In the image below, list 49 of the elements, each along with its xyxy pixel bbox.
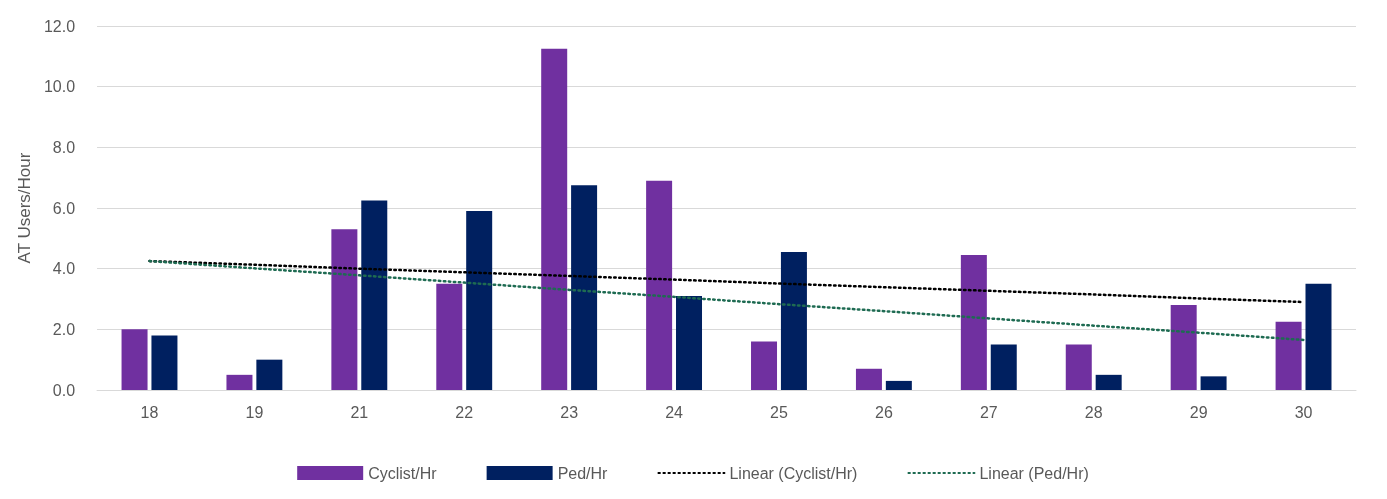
bar xyxy=(226,374,253,390)
bar xyxy=(751,341,778,390)
bar xyxy=(541,48,568,390)
x-tick-label: 18 xyxy=(140,403,159,421)
bar xyxy=(256,359,283,390)
bar xyxy=(855,368,882,390)
legend-label: Linear (Cyclist/Hr) xyxy=(729,464,858,482)
bar xyxy=(1095,374,1122,390)
bar xyxy=(990,344,1017,390)
y-axis-title: AT Users/Hour xyxy=(15,152,34,264)
y-tick-label: 8.0 xyxy=(52,138,76,156)
x-tick-label: 30 xyxy=(1294,403,1313,421)
y-tick-label: 10.0 xyxy=(43,78,76,96)
y-tick-label: 4.0 xyxy=(52,260,76,278)
bar xyxy=(646,180,673,390)
y-tick-label: 0.0 xyxy=(52,381,76,399)
line-series xyxy=(148,259,1305,342)
bar xyxy=(361,200,388,390)
x-tick-label: 28 xyxy=(1084,403,1103,421)
x-tick-label: 23 xyxy=(560,403,579,421)
bar xyxy=(676,295,703,390)
bar xyxy=(780,251,807,390)
x-tick-label: 22 xyxy=(455,403,474,421)
x-tick-label: 29 xyxy=(1189,403,1208,421)
legend-label: Linear (Ped/Hr) xyxy=(979,464,1089,482)
y-tick-label: 12.0 xyxy=(43,17,76,35)
x-tick-label: 27 xyxy=(979,403,998,421)
bar xyxy=(1275,321,1302,390)
bar xyxy=(885,380,912,390)
bar xyxy=(121,329,148,390)
x-tick-label: 25 xyxy=(770,403,788,421)
bar xyxy=(960,255,987,390)
bar xyxy=(1305,283,1332,390)
legend-label: Cyclist/Hr xyxy=(368,464,438,482)
bar xyxy=(571,185,598,390)
x-tick-label: 24 xyxy=(665,403,684,421)
bar xyxy=(1065,344,1092,390)
x-tick-label: 19 xyxy=(245,403,264,421)
x-tick-label: 21 xyxy=(350,403,369,421)
bar xyxy=(151,335,178,390)
bar xyxy=(436,283,463,390)
bar xyxy=(1170,305,1197,390)
y-tick-label: 6.0 xyxy=(52,199,76,217)
bar xyxy=(331,229,358,390)
bar xyxy=(466,211,493,390)
bar xyxy=(1200,376,1227,390)
y-tick-label: 2.0 xyxy=(52,320,76,338)
legend-label: Ped/Hr xyxy=(557,464,609,482)
x-tick-label: 26 xyxy=(874,403,893,421)
